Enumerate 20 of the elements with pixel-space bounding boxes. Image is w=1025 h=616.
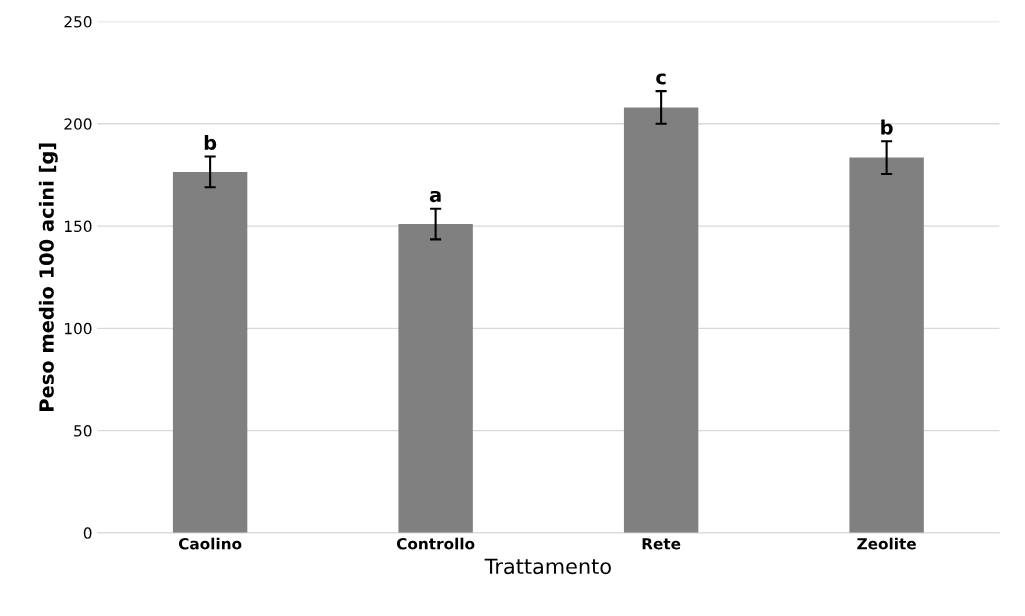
- y-tick-label: 150: [65, 220, 92, 233]
- bar: [172, 171, 248, 533]
- annotation: c: [656, 73, 666, 85]
- y-tick-label: 100: [65, 322, 92, 335]
- x-tick-label: Controllo: [396, 537, 475, 550]
- annotation: a: [429, 190, 441, 203]
- y-tick-label: 0: [83, 527, 92, 539]
- y-tick-label: 50: [74, 425, 92, 437]
- annotation: b: [204, 134, 217, 150]
- bar: [398, 224, 473, 533]
- y-axis-title: Peso medio 100 acini [g]: [38, 143, 58, 411]
- x-tick-label: Rete: [642, 538, 681, 550]
- x-axis-title: Trattamento: [484, 558, 611, 575]
- x-tick-label: Caolino: [178, 537, 242, 550]
- y-tick-label: 250: [64, 16, 92, 28]
- annotation: b: [881, 119, 893, 135]
- y-tick-label: 200: [64, 118, 92, 130]
- x-tick-label: Zeolite: [857, 537, 916, 550]
- bar: [849, 157, 924, 533]
- bar: [623, 107, 699, 533]
